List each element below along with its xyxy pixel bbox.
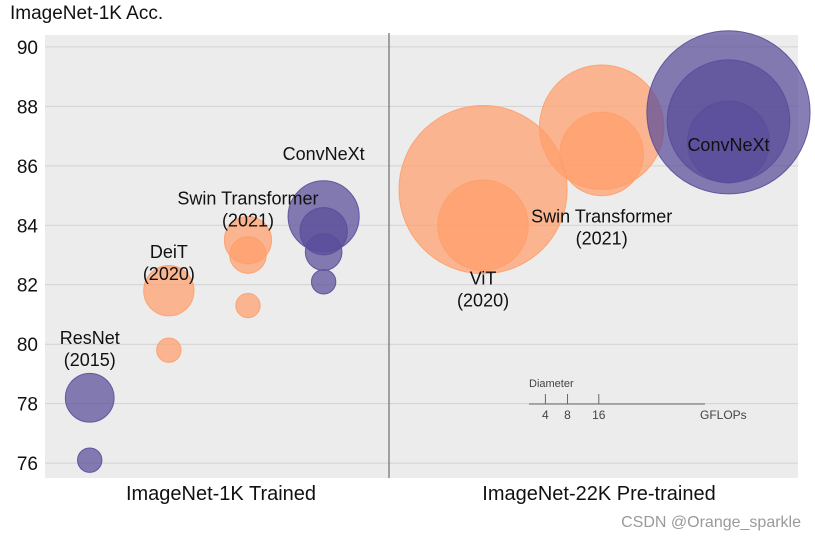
y-tick-label: 82 [17,276,38,297]
size-legend-tick-label: 8 [564,408,571,422]
y-tick-label: 86 [17,157,38,178]
group-label-name: ViT [470,269,497,289]
group-label-name: ConvNeXt [687,135,769,155]
bubble [559,111,644,197]
bubble [310,269,337,295]
bubbles [64,30,811,473]
group-label-year: (2015) [64,350,116,370]
bubble [143,265,195,317]
bubble [64,372,115,423]
bubble [437,179,529,272]
size-legend-title: Diameter [529,378,574,390]
y-tick-label: 90 [17,38,38,59]
y-axis-title: ImageNet-1K Acc. [10,3,163,24]
y-tick-label: 80 [17,335,38,356]
bubble [156,337,182,363]
bubble [304,233,343,271]
group-labels: ResNet(2015)DeiT(2020)Swin Transformer(2… [60,135,770,370]
group-label-name: Swin Transformer [531,206,672,226]
y-tick-label: 88 [17,97,38,118]
group-label-name: ResNet [60,328,120,348]
x-label-left: ImageNet-1K Trained [126,483,316,505]
group-label-name: Swin Transformer [177,188,318,208]
size-legend: Diameter4816256GFLOPs [529,378,747,422]
y-axis: 76 78 80 82 84 86 88 90 [17,38,39,475]
watermark: CSDN @Orange_sparkle [621,514,801,531]
group-label-year: (2021) [222,210,274,230]
group-label-name: DeiT [150,242,188,262]
size-legend-tick-label: 16 [592,408,606,422]
y-tick-label: 76 [17,454,38,475]
group-label-year: (2020) [143,264,195,284]
bubble [235,292,261,319]
bubble [687,100,770,184]
x-label-right: ImageNet-22K Pre-trained [482,483,715,505]
size-legend-tick-label: 4 [542,408,549,422]
bubble [77,447,103,473]
group-label-year: (2020) [457,291,509,311]
y-tick-label: 78 [17,395,38,416]
group-label-name: ConvNeXt [283,144,365,164]
y-tick-label: 84 [17,216,39,237]
group-label-year: (2021) [576,228,628,248]
size-legend-unit: GFLOPs [700,408,747,422]
bubble [229,236,267,274]
